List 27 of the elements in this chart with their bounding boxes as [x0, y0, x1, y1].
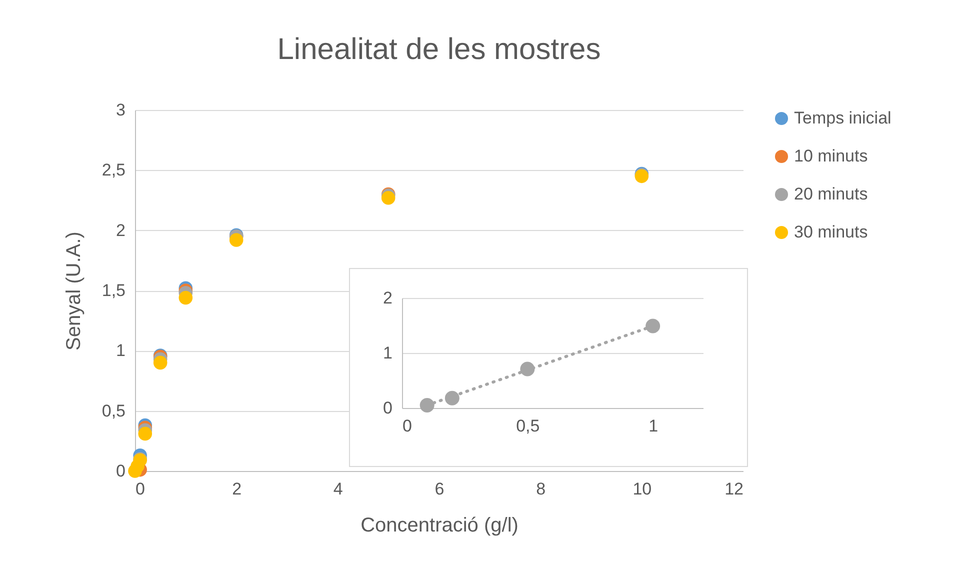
x-tick-label: 10	[632, 480, 652, 498]
y-tick-label: 1	[116, 341, 126, 360]
x-tick-label: 6	[434, 480, 444, 498]
y-tick-label: 2	[383, 288, 392, 308]
legend-label: Temps inicial	[794, 108, 892, 128]
legend-label: 10 minuts	[794, 146, 868, 166]
chart-title: Linealitat de les mostres	[277, 33, 601, 66]
x-tick-label: 0	[136, 480, 145, 498]
legend-label: 30 minuts	[794, 222, 868, 242]
x-tick-label: 4	[333, 480, 343, 498]
x-axis-title: Concentració (g/l)	[360, 514, 518, 536]
x-tick-label: 8	[536, 480, 546, 498]
x-tick-label: 1	[648, 416, 658, 436]
x-tick-label: 0,5	[516, 416, 540, 436]
x-tick-label: 12	[724, 480, 744, 498]
x-tick-label: 0	[402, 416, 412, 436]
y-tick-label: 2	[116, 220, 126, 240]
x-tick-label: 2	[232, 480, 242, 498]
y-tick-label: 0,5	[102, 401, 126, 420]
legend-label: 20 minuts	[794, 184, 868, 204]
y-tick-label: 3	[116, 100, 126, 120]
y-tick-label: 2,5	[102, 160, 126, 180]
y-tick-label: 0	[116, 462, 126, 480]
y-axis-title: Senyal (U.A.)	[62, 232, 85, 350]
y-tick-label: 0	[383, 398, 392, 418]
y-tick-label: 1	[383, 344, 392, 362]
y-tick-label: 1,5	[102, 281, 126, 300]
